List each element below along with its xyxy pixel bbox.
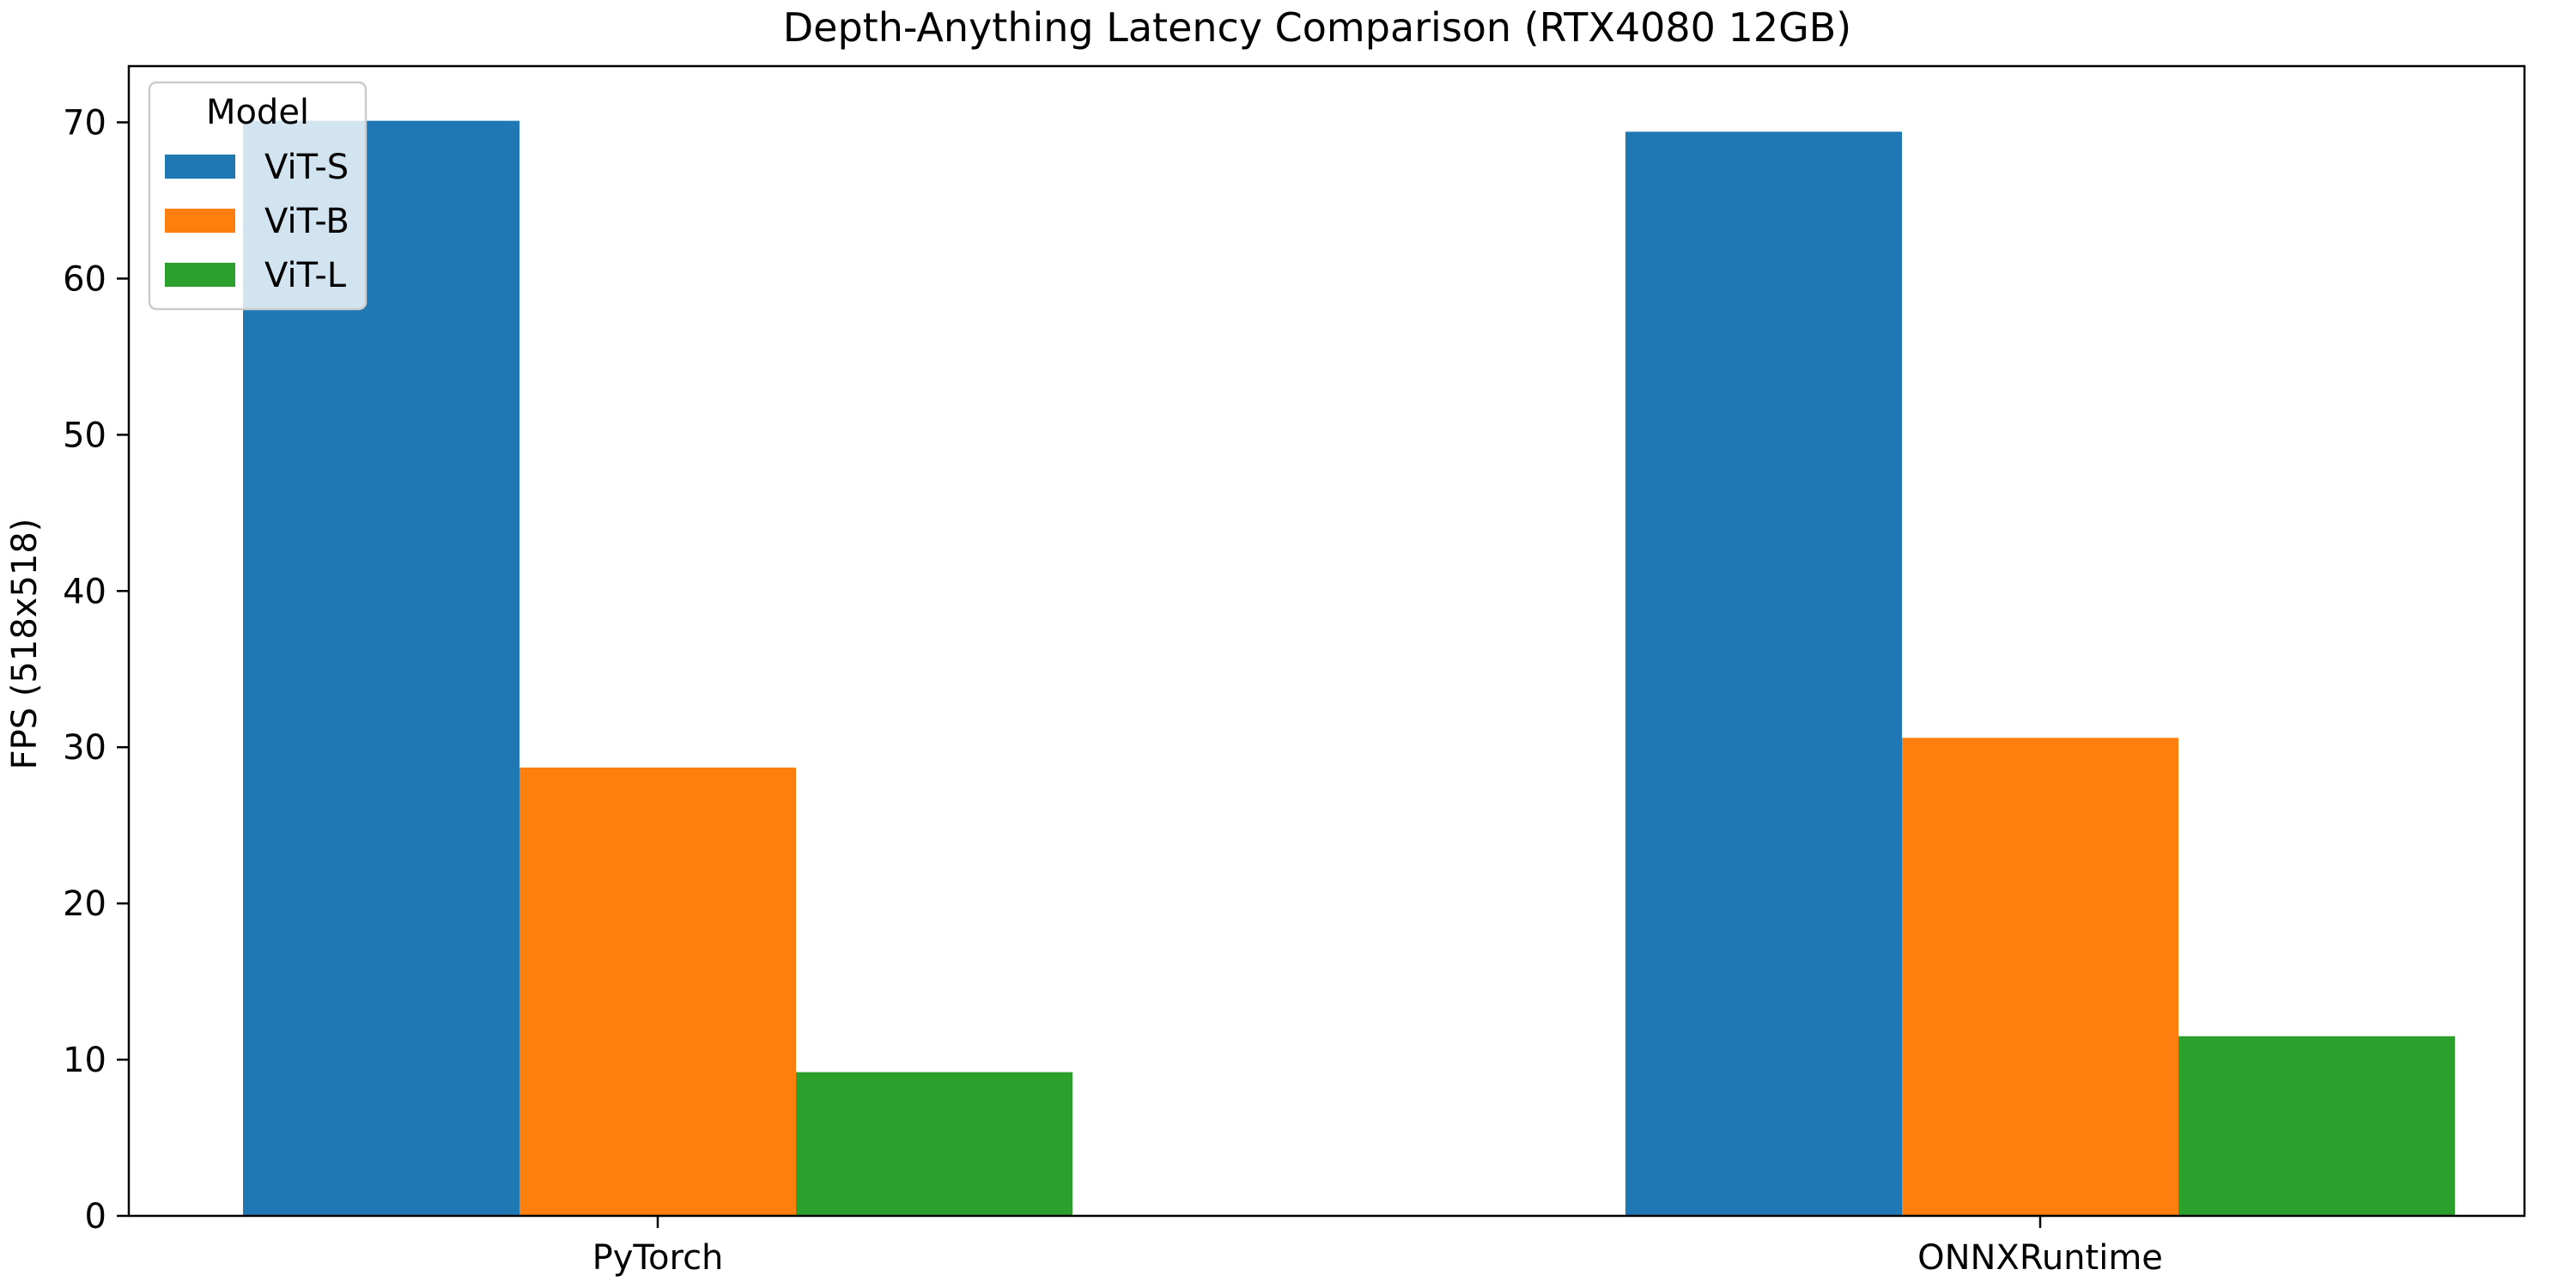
x-tick-label: ONNXRuntime <box>1917 1238 2163 1278</box>
y-tick-label: 0 <box>85 1197 106 1236</box>
legend-swatch-vit-b <box>165 209 235 233</box>
legend-swatch-vit-s <box>165 155 235 179</box>
y-axis-label: FPS (518x518) <box>5 519 45 770</box>
bars-group <box>243 120 2455 1217</box>
y-tick-label: 10 <box>63 1041 106 1080</box>
bar-vit-l-onnxruntime <box>2178 1036 2455 1216</box>
legend-box <box>148 81 368 311</box>
legend-label-vit-s: ViT-S <box>264 148 349 187</box>
legend: Model ViT-S ViT-B ViT-L <box>148 81 368 311</box>
y-tick-label: 20 <box>63 884 106 924</box>
x-tick-label: PyTorch <box>592 1238 724 1278</box>
y-tick-label: 70 <box>63 103 106 143</box>
bar-vit-b-onnxruntime <box>1902 738 2178 1216</box>
y-tick-label: 30 <box>63 728 106 768</box>
chart-title: Depth-Anything Latency Comparison (RTX40… <box>783 4 1852 51</box>
y-tick-label: 40 <box>63 572 106 611</box>
y-tick-label: 60 <box>63 259 106 299</box>
axes-group: PyTorch ONNXRuntime 0 10 20 30 40 50 60 70 <box>63 64 2526 1278</box>
legend-label-vit-l: ViT-L <box>264 256 347 295</box>
legend-title: Model <box>206 93 309 132</box>
legend-label-vit-b: ViT-B <box>264 202 349 241</box>
y-tick-label: 50 <box>63 416 106 455</box>
bar-vit-s-onnxruntime <box>1625 131 1902 1217</box>
bar-vit-l-pytorch <box>796 1072 1072 1216</box>
bar-vit-b-pytorch <box>519 767 796 1216</box>
plot-frame <box>127 64 2526 1218</box>
legend-swatch-vit-l <box>165 263 235 287</box>
